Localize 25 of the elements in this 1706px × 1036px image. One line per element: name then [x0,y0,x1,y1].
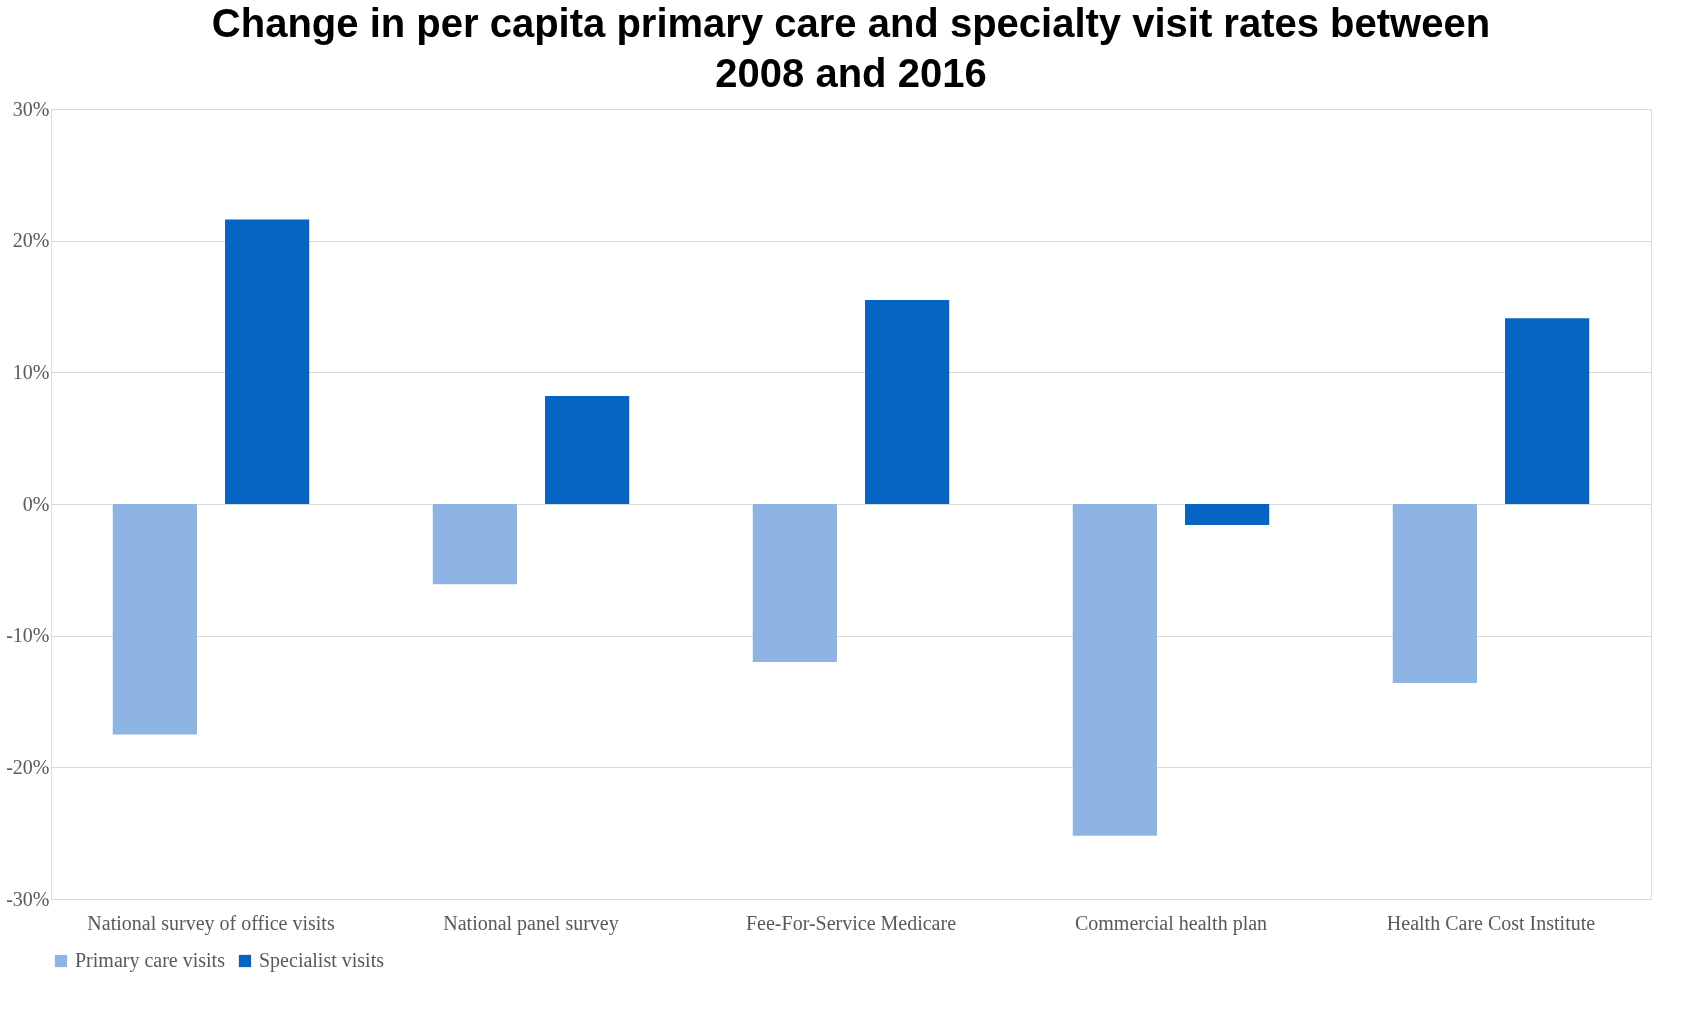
x-tick-label: National survey of office visits [87,911,335,935]
bar [865,299,950,504]
bar [752,504,837,662]
bar [112,504,197,735]
bar [545,396,630,504]
y-tick-label: -30% [6,887,50,910]
legend-label: Primary care visits [75,949,226,972]
x-tick-label: Fee-For-Service Medicare [745,911,957,934]
bar [1392,504,1477,684]
x-tick-label: National panel survey [443,911,619,935]
y-tick-label: -10% [6,624,50,647]
bar [432,504,517,585]
y-tick-label: 10% [12,360,50,383]
bar [225,219,310,504]
y-tick-label: 30% [12,97,50,120]
x-tick-label: Health Care Cost Institute [1386,911,1596,934]
legend-label: Specialist visits [259,949,385,972]
chart-title: Change in per capita primary care and specialty visit rates between 2008 and 2016 [211,1,1491,95]
bar [1505,318,1590,504]
y-tick-label: 20% [12,229,50,252]
x-tick-label: Commercial health plan [1074,911,1268,935]
bar [1185,504,1270,526]
y-tick-label: -20% [6,755,50,778]
y-tick-label: 0% [22,492,50,515]
bar [1072,504,1157,836]
